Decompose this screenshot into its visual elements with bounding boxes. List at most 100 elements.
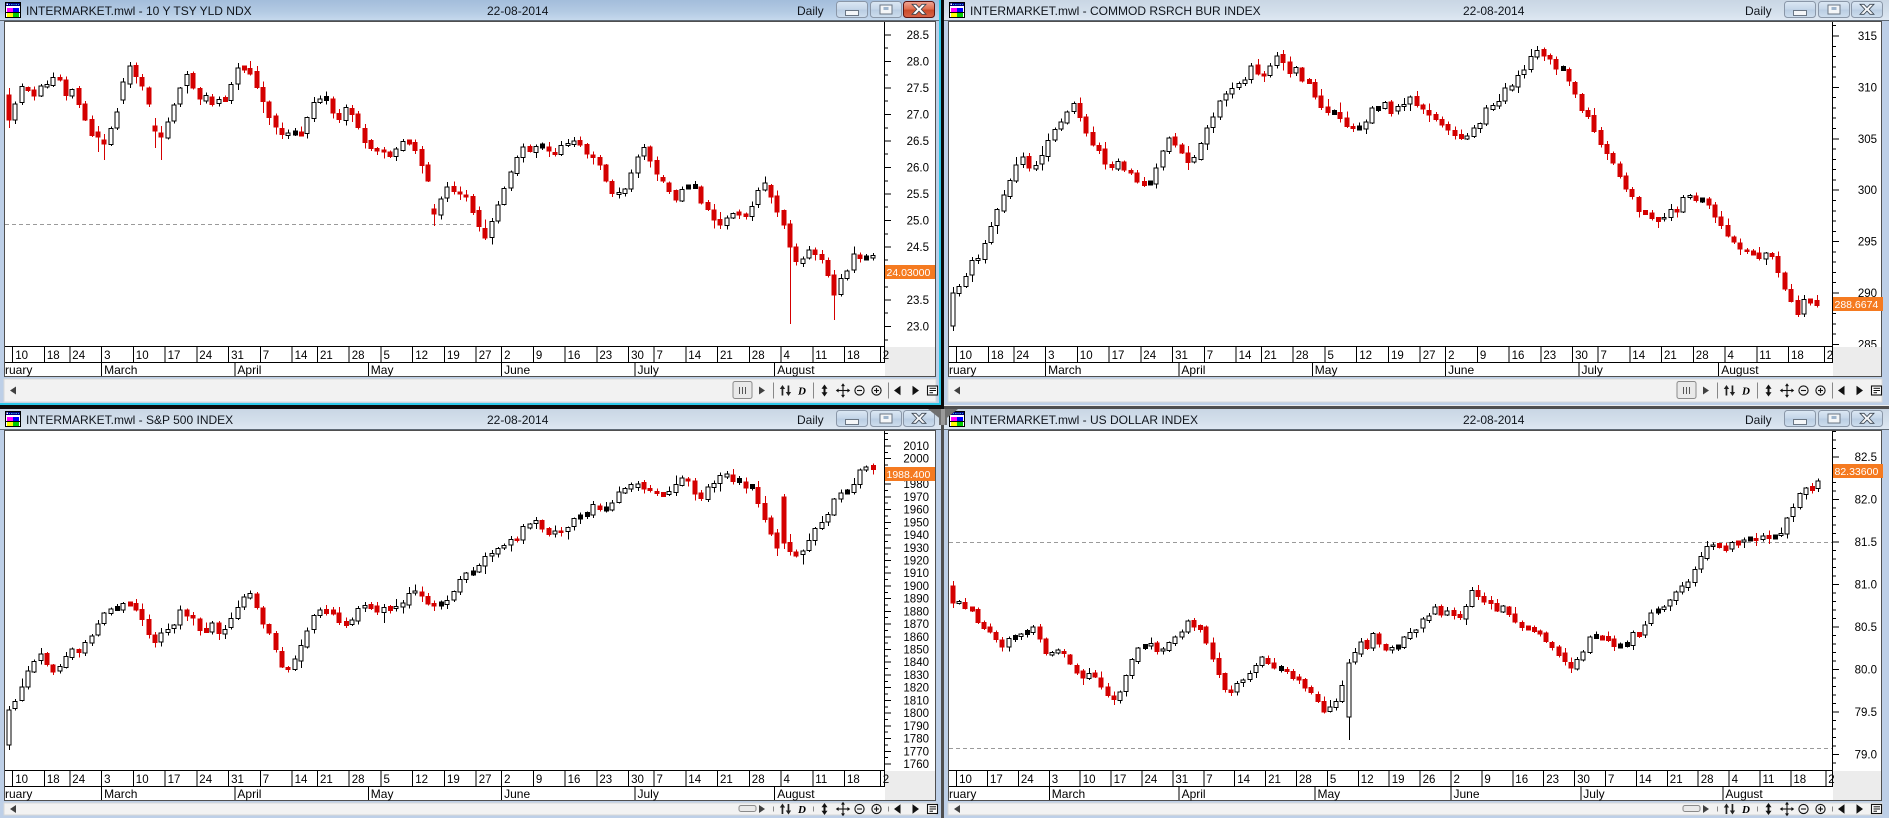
svg-text:1800: 1800: [903, 708, 929, 720]
svg-text:1880: 1880: [903, 606, 929, 618]
svg-text:18: 18: [847, 350, 860, 362]
svg-text:31: 31: [1175, 350, 1188, 362]
svg-text:5: 5: [384, 774, 390, 786]
svg-text:1790: 1790: [903, 721, 929, 733]
svg-text:1810: 1810: [903, 695, 929, 707]
svg-text:28: 28: [352, 774, 365, 786]
svg-text:24.5: 24.5: [907, 242, 929, 254]
svg-text:27.5: 27.5: [907, 83, 929, 95]
svg-text:August: August: [1725, 787, 1763, 801]
svg-text:May: May: [1315, 363, 1338, 377]
svg-text:21: 21: [320, 350, 333, 362]
svg-text:1840: 1840: [903, 657, 929, 669]
svg-text:3: 3: [104, 350, 110, 362]
svg-text:24: 24: [1016, 350, 1029, 362]
svg-text:5: 5: [1330, 774, 1336, 786]
svg-text:4: 4: [784, 774, 791, 786]
svg-text:14: 14: [295, 350, 308, 362]
svg-text:9: 9: [1480, 350, 1486, 362]
svg-text:21: 21: [1264, 350, 1277, 362]
svg-text:5: 5: [384, 350, 390, 362]
svg-text:22-08-2014: 22-08-2014: [1463, 413, 1525, 427]
svg-text:7: 7: [263, 350, 269, 362]
svg-text:March: March: [1052, 787, 1085, 801]
svg-text:7: 7: [1601, 350, 1607, 362]
svg-text:May: May: [1318, 787, 1341, 801]
svg-text:May: May: [371, 787, 394, 801]
svg-text:22-08-2014: 22-08-2014: [487, 4, 549, 18]
svg-text:28: 28: [352, 350, 365, 362]
svg-text:12: 12: [415, 774, 428, 786]
svg-text:12: 12: [1359, 350, 1372, 362]
svg-text:16: 16: [1512, 350, 1525, 362]
svg-text:1930: 1930: [903, 543, 929, 555]
svg-text:ruary: ruary: [5, 363, 32, 377]
svg-text:17: 17: [168, 350, 181, 362]
svg-text:315: 315: [1858, 31, 1877, 43]
svg-text:80.5: 80.5: [1855, 622, 1877, 634]
svg-text:2: 2: [883, 774, 889, 786]
svg-text:19: 19: [1391, 350, 1404, 362]
svg-text:July: July: [638, 363, 659, 377]
svg-text:Daily: Daily: [1745, 413, 1772, 427]
svg-text:31: 31: [231, 350, 244, 362]
svg-text:7: 7: [1608, 774, 1614, 786]
svg-text:82.0: 82.0: [1855, 495, 1877, 507]
svg-text:1860: 1860: [903, 632, 929, 644]
svg-text:1980: 1980: [903, 479, 929, 491]
svg-text:17: 17: [168, 774, 181, 786]
svg-text:24: 24: [199, 774, 212, 786]
svg-text:August: August: [777, 363, 815, 377]
svg-text:1760: 1760: [903, 759, 929, 771]
svg-text:9: 9: [536, 774, 542, 786]
svg-text:28.5: 28.5: [907, 30, 929, 42]
svg-text:25.5: 25.5: [907, 189, 929, 201]
svg-text:4: 4: [1732, 774, 1739, 786]
svg-text:79.0: 79.0: [1855, 750, 1877, 762]
svg-text:9: 9: [536, 350, 542, 362]
svg-text:14: 14: [1239, 350, 1252, 362]
svg-text:17: 17: [1112, 350, 1125, 362]
svg-text:24.03000: 24.03000: [887, 267, 931, 279]
svg-text:March: March: [104, 363, 137, 377]
svg-text:7: 7: [657, 774, 663, 786]
svg-text:14: 14: [295, 774, 308, 786]
svg-text:18: 18: [991, 350, 1004, 362]
svg-text:July: July: [638, 787, 659, 801]
svg-text:24: 24: [199, 350, 212, 362]
svg-text:19: 19: [447, 774, 460, 786]
svg-text:ruary: ruary: [949, 787, 976, 801]
svg-text:Daily: Daily: [797, 4, 824, 18]
svg-text:10: 10: [15, 774, 28, 786]
svg-text:1960: 1960: [903, 505, 929, 517]
svg-text:23.5: 23.5: [907, 295, 929, 307]
svg-text:June: June: [504, 787, 530, 801]
svg-text:Daily: Daily: [797, 413, 824, 427]
svg-text:79.5: 79.5: [1855, 707, 1877, 719]
svg-text:27: 27: [479, 350, 492, 362]
svg-text:INTERMARKET.mwl - COMMOD RSRCH: INTERMARKET.mwl - COMMOD RSRCH BUR INDEX: [970, 4, 1261, 18]
svg-text:ruary: ruary: [5, 787, 32, 801]
svg-text:28: 28: [1299, 774, 1312, 786]
svg-text:12: 12: [1361, 774, 1374, 786]
svg-text:17: 17: [990, 774, 1003, 786]
svg-text:24: 24: [1021, 774, 1034, 786]
svg-text:7: 7: [1206, 774, 1212, 786]
svg-text:March: March: [104, 787, 137, 801]
svg-text:10: 10: [959, 774, 972, 786]
svg-text:21: 21: [720, 774, 733, 786]
svg-text:28: 28: [752, 350, 765, 362]
svg-text:24: 24: [1143, 350, 1156, 362]
svg-text:23: 23: [599, 774, 612, 786]
svg-text:82.5: 82.5: [1855, 452, 1877, 464]
svg-text:INTERMARKET.mwl - 10 Y TSY YLD: INTERMARKET.mwl - 10 Y TSY YLD NDX: [26, 4, 252, 18]
svg-text:11: 11: [815, 350, 827, 362]
svg-text:10: 10: [959, 350, 972, 362]
svg-text:16: 16: [568, 350, 581, 362]
svg-text:80.0: 80.0: [1855, 665, 1877, 677]
svg-text:288.6674: 288.6674: [1835, 299, 1879, 311]
svg-text:21: 21: [720, 350, 733, 362]
svg-text:1820: 1820: [903, 683, 929, 695]
svg-text:2: 2: [1448, 350, 1454, 362]
svg-text:28: 28: [1696, 350, 1709, 362]
